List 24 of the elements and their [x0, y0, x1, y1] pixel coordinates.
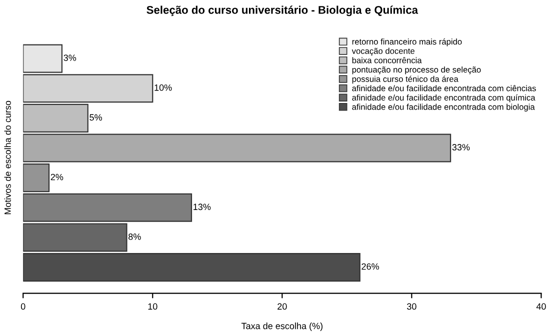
x-tick-label: 20 [278, 303, 287, 310]
legend-label: pontuação no processo de seleção [352, 66, 481, 74]
y-axis-title: Motivos de escolha do curso [4, 100, 11, 214]
x-tick-label: 40 [536, 303, 546, 310]
x-tick-label: 0 [20, 303, 26, 310]
data-label: 2% [50, 174, 64, 180]
data-label: 13% [194, 204, 211, 210]
legend-label: afinidade e/ou facilidade encontrada com biologia [352, 104, 535, 112]
legend-label: vocação docente [352, 48, 414, 56]
chart-title: Seleção do curso universitário - Biologia e Química [146, 6, 418, 16]
data-label: 5% [90, 114, 102, 121]
legend-label: afinidade e/ou facilidade encontrada com química [352, 94, 536, 102]
data-label: 26% [362, 263, 379, 270]
x-tick-label: 30 [407, 303, 416, 310]
data-label: 33% [452, 144, 470, 150]
legend-label: afinidade e/ou facilidade encontrada com ciências [352, 85, 536, 92]
x-tick-label: 10 [148, 303, 158, 310]
x-axis-title: Taxa de escolha (%) [241, 322, 322, 331]
data-label: 3% [64, 54, 76, 61]
data-label: 10% [154, 84, 172, 91]
legend-label: possuia curso ténico da área [352, 76, 458, 84]
legend-label: retorno financeiro mais rápido [352, 38, 462, 46]
data-label: 8% [128, 234, 141, 240]
legend-label: baixa concorrência [352, 57, 422, 64]
